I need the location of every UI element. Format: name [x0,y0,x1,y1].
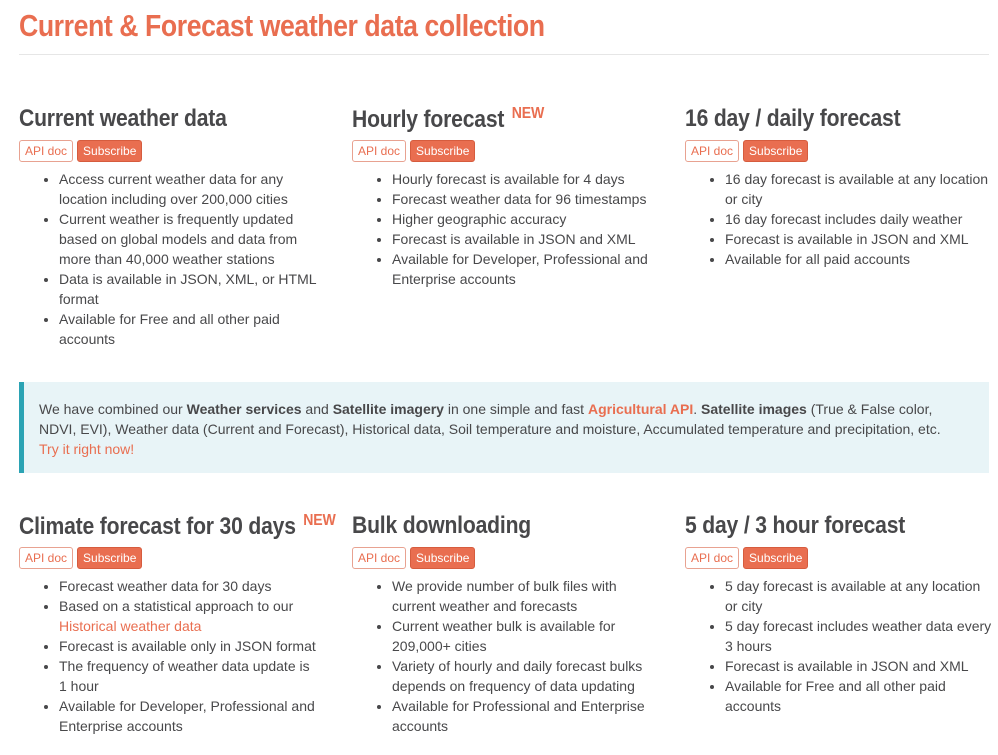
list-item: Available for Professional and Enterpris… [392,696,652,736]
list-item: Available for all paid accounts [725,249,993,269]
new-badge: NEW [511,105,545,122]
card-buttons: API doc Subscribe [685,140,809,162]
title-divider [19,54,989,55]
list-item: Forecast weather data for 96 timestamps [392,189,652,209]
banner-text: in one simple and fast [443,401,588,417]
list-item: Available for Developer, Professional an… [392,249,652,289]
list-item-text: Based on a statistical approach to our [59,598,294,614]
banner-text: and [301,401,333,417]
subscribe-button[interactable]: Subscribe [743,140,809,162]
subscribe-button[interactable]: Subscribe [410,547,476,569]
subscribe-button[interactable]: Subscribe [743,547,809,569]
card-hourly-forecast: Hourly forecast NEW API doc Subscribe Ho… [352,105,672,287]
banner-bold-text: Satellite images [701,401,807,417]
list-item: The frequency of weather data update is … [59,656,319,696]
list-item: We provide number of bulk files with cur… [392,576,652,616]
new-badge: NEW [303,512,336,529]
try-it-now-link[interactable]: Try it right now! [39,441,135,457]
card-buttons: API doc Subscribe [19,140,143,162]
api-doc-button[interactable]: API doc [685,547,740,569]
list-item: Forecast weather data for 30 days [59,576,319,596]
banner-text: . [693,401,702,417]
feature-list: 5 day forecast is available at any locat… [685,576,993,716]
card-current-weather: Current weather data API doc Subscribe A… [19,105,339,347]
subscribe-button[interactable]: Subscribe [77,547,143,569]
list-item: Access current weather data for any loca… [59,169,319,209]
card-5-day-forecast: 5 day / 3 hour forecast API doc Subscrib… [685,512,998,714]
card-buttons: API doc Subscribe [352,547,476,569]
list-item: Available for Developer, Professional an… [59,696,319,736]
banner-bold-text: Satellite imagery [332,401,444,417]
list-item: 16 day forecast is available at any loca… [725,169,993,209]
api-doc-button[interactable]: API doc [19,547,74,569]
card-buttons: API doc Subscribe [352,140,476,162]
card-title: Bulk downloading [352,512,532,539]
banner-text: We have combined our [39,401,187,417]
list-item: Current weather bulk is available for 20… [392,616,652,656]
agricultural-api-banner: We have combined our Weather services an… [19,382,989,473]
list-item: Current weather is frequently updated ba… [59,209,319,269]
card-buttons: API doc Subscribe [685,547,809,569]
card-title: 16 day / daily forecast [685,105,901,132]
feature-list: Access current weather data for any loca… [19,169,319,349]
feature-list: We provide number of bulk files with cur… [352,576,652,736]
list-item: 16 day forecast includes daily weather [725,209,993,229]
list-item: Forecast is available only in JSON forma… [59,636,319,656]
list-item: 5 day forecast includes weather data eve… [725,616,993,656]
card-bulk-downloading: Bulk downloading API doc Subscribe We pr… [352,512,672,734]
feature-list: Hourly forecast is available for 4 days … [352,169,652,289]
list-item: Forecast is available in JSON and XML [392,229,652,249]
banner-text: (True & False color, NDVI, EVI), Weather… [39,401,941,437]
page-title: Current & Forecast weather data collecti… [19,8,545,43]
feature-list: Forecast weather data for 30 days Based … [19,576,319,736]
list-item: Forecast is available in JSON and XML [725,229,993,249]
agricultural-api-link[interactable]: Agricultural API [587,401,694,417]
card-buttons: API doc Subscribe [19,547,143,569]
api-doc-button[interactable]: API doc [19,140,74,162]
list-item: Variety of hourly and daily forecast bul… [392,656,652,696]
api-doc-button[interactable]: API doc [685,140,740,162]
list-item: Data is available in JSON, XML, or HTML … [59,269,319,309]
list-item: Available for Free and all other paid ac… [59,309,319,349]
list-item: Higher geographic accuracy [392,209,652,229]
list-item: Based on a statistical approach to our H… [59,596,319,636]
subscribe-button[interactable]: Subscribe [410,140,476,162]
banner-bold-text: Weather services [186,401,302,417]
list-item: 5 day forecast is available at any locat… [725,576,993,616]
card-title: Hourly forecast NEW [352,105,545,133]
card-title: Climate forecast for 30 days NEW [19,512,336,540]
api-doc-button[interactable]: API doc [352,547,407,569]
list-item: Hourly forecast is available for 4 days [392,169,652,189]
card-title: Current weather data [19,105,227,132]
card-title: 5 day / 3 hour forecast [685,512,906,539]
api-doc-button[interactable]: API doc [352,140,407,162]
list-item: Available for Free and all other paid ac… [725,676,993,716]
subscribe-button[interactable]: Subscribe [77,140,143,162]
historical-weather-data-link[interactable]: Historical weather data [59,618,202,634]
list-item: Forecast is available in JSON and XML [725,656,993,676]
card-climate-forecast: Climate forecast for 30 days NEW API doc… [19,512,339,734]
card-16-day-forecast: 16 day / daily forecast API doc Subscrib… [685,105,998,267]
feature-list: 16 day forecast is available at any loca… [685,169,993,269]
